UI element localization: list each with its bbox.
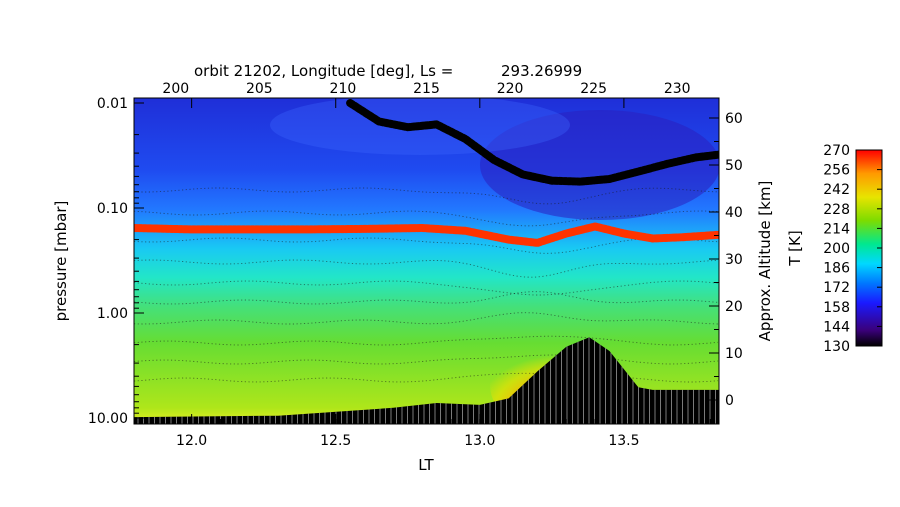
series-point xyxy=(620,230,628,237)
series-point xyxy=(346,99,354,107)
series-point xyxy=(303,225,311,233)
contour-line xyxy=(134,312,719,325)
profile-series xyxy=(134,99,719,247)
y-tick-label: 0.10 xyxy=(97,201,128,217)
contour-line xyxy=(134,280,719,296)
series-point xyxy=(715,151,719,159)
contour-line xyxy=(134,354,719,365)
series-point xyxy=(245,225,253,233)
colorbar-tick-label: 144 xyxy=(823,319,850,335)
top-tick-label: 215 xyxy=(413,81,440,97)
series-point xyxy=(606,175,613,183)
contour-line xyxy=(134,372,719,383)
right-tick-label: 30 xyxy=(725,252,743,268)
series-point xyxy=(461,227,469,235)
series-point xyxy=(361,225,368,233)
right-tick-label: 0 xyxy=(725,393,734,409)
right-tick-label: 20 xyxy=(725,299,743,315)
chart-title: orbit 21202, Longitude [deg], Ls = 293.2… xyxy=(194,62,582,80)
colorbar-tick-label: 256 xyxy=(823,163,850,179)
colorbar-ticks: 270 256 242 228 214 200 186 172 158 144 130 xyxy=(823,143,882,355)
colorbar-tick-label: 186 xyxy=(823,261,850,277)
contour-line xyxy=(134,237,719,254)
right-axis-label: Approx. Altitude [km] xyxy=(756,181,774,342)
temperature-field xyxy=(134,98,719,424)
top-tick-label: 230 xyxy=(664,81,691,97)
series-point xyxy=(548,177,556,185)
top-tick-label: 205 xyxy=(246,81,273,97)
colorbar-tick-label: 200 xyxy=(823,241,850,257)
right-tick-label: 40 xyxy=(725,205,743,221)
y-axis-label: pressure [mbar] xyxy=(52,201,70,322)
colorbar-tick-label: 172 xyxy=(823,280,850,296)
series-point xyxy=(461,135,469,143)
series-point xyxy=(678,233,685,241)
y-tick-label: 10.00 xyxy=(88,411,128,427)
top-tick-label: 220 xyxy=(497,81,524,97)
colorbar-tick-label: 158 xyxy=(823,300,850,316)
colorbar-tick-label: 130 xyxy=(823,339,850,355)
plot-frame xyxy=(133,97,720,425)
colorbar-tick-label: 228 xyxy=(823,202,850,218)
series-point xyxy=(692,153,700,161)
series-point xyxy=(562,230,570,237)
x-tick-label: 12.5 xyxy=(320,433,351,449)
series-point xyxy=(418,224,426,232)
right-tick-label: 50 xyxy=(725,158,743,174)
colorbar-label: T [K] xyxy=(786,230,804,266)
colorbar-tick-label: 242 xyxy=(823,182,850,198)
contour-lines xyxy=(134,187,719,383)
top-tick-label: 200 xyxy=(162,81,189,97)
top-tick-label: 225 xyxy=(580,81,607,97)
series-point xyxy=(404,123,412,131)
series-point xyxy=(433,120,441,128)
series-point xyxy=(375,118,383,125)
right-tick-label: 10 xyxy=(725,346,743,362)
series-point xyxy=(533,239,541,247)
series-point xyxy=(577,178,585,186)
series-line xyxy=(346,99,719,186)
series-point xyxy=(663,160,671,168)
y-tick-label: 1.00 xyxy=(97,306,128,322)
contour-line xyxy=(134,210,719,227)
y-tick-label: 0.01 xyxy=(97,96,128,112)
x-axis-label: LT xyxy=(418,456,434,474)
contour-line xyxy=(134,187,719,205)
right-tick-label: 60 xyxy=(725,111,743,127)
contour-line xyxy=(134,291,719,305)
x-tick-label: 12.0 xyxy=(176,433,207,449)
colorbar-tick-label: 270 xyxy=(823,143,850,159)
series-point xyxy=(188,225,196,233)
series-point xyxy=(649,235,657,242)
top-tick-label: 210 xyxy=(330,81,357,97)
series-point xyxy=(591,223,599,230)
contour-line xyxy=(134,335,719,346)
series-point xyxy=(634,168,642,176)
cold-region xyxy=(480,110,719,220)
series-point xyxy=(490,156,498,164)
series-point xyxy=(505,236,513,244)
contour-line xyxy=(134,259,719,278)
series-point xyxy=(715,231,719,239)
x-tick-label: 13.0 xyxy=(464,433,495,449)
colorbar-tick-label: 214 xyxy=(823,221,850,237)
series-point xyxy=(519,171,527,178)
series-point xyxy=(134,224,138,232)
x-tick-label: 13.5 xyxy=(608,433,639,449)
